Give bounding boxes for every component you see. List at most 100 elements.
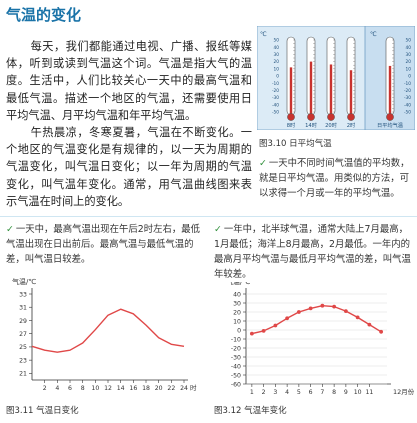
scale-tick-label: 50 xyxy=(406,38,412,44)
scale-tick-label: -20 xyxy=(404,88,411,94)
y-axis-title: 气温/℃ xyxy=(12,277,36,286)
scale-tick-label: 30 xyxy=(274,52,280,58)
x-tick-label: 22 xyxy=(167,385,175,392)
temperature-line xyxy=(31,308,185,353)
thermometer-3: 2时 xyxy=(346,36,356,129)
x-tick-label: 2 xyxy=(262,389,266,396)
x-tick-label: 2 xyxy=(43,385,47,392)
note-daily-range-text: 一天中，最高气温出现在午后2时左右，最低气温出现在日出前后。最高气温与最低气温的… xyxy=(6,224,200,265)
y-tick-label: -60 xyxy=(231,381,241,388)
y-tick-label: 30 xyxy=(233,300,241,307)
paragraph-1: 每天，我们都能通过电视、广播、报纸等媒体，听到或读到气温这个词。气温是指大气的温… xyxy=(6,40,252,122)
thermometer-label: 2时 xyxy=(347,121,356,129)
data-point xyxy=(367,322,372,327)
thermometer-bulb xyxy=(327,113,335,121)
y-tick-label: 0 xyxy=(237,327,241,334)
y-tick-label: -50 xyxy=(231,372,241,379)
data-point xyxy=(285,316,290,321)
y-tick-label: 29 xyxy=(19,318,27,325)
mercury-column xyxy=(349,70,353,116)
figure-310-caption: 图3.10 日平均气温 xyxy=(259,139,332,149)
thermometer-label: 日平均气温 xyxy=(377,121,403,129)
x-tick-label: 4 xyxy=(285,389,289,396)
y-tick-label: 10 xyxy=(233,318,241,325)
scale-tick-label: -20 xyxy=(272,88,279,94)
y-tick-label: -40 xyxy=(231,363,241,370)
bullet-icon: ✓ xyxy=(259,158,267,169)
data-point xyxy=(320,303,325,308)
y-tick-label: 23 xyxy=(19,357,27,364)
x-axis-title: 时 xyxy=(190,383,197,392)
x-tick-label: 4 xyxy=(55,385,59,392)
y-tick-label: 25 xyxy=(19,344,27,351)
scale-tick-label: 10 xyxy=(274,66,280,72)
y-tick-label: 20 xyxy=(233,309,241,316)
y-tick-label: 21 xyxy=(19,371,27,378)
thermometer-2: 20时 xyxy=(325,36,337,129)
x-tick-label: 8 xyxy=(81,385,85,392)
divider xyxy=(0,216,417,217)
scale-tick-label: 40 xyxy=(406,45,412,51)
thermometer-bulb xyxy=(287,113,295,121)
x-tick-label: 20 xyxy=(155,385,163,392)
page-title: 气温的变化 xyxy=(6,6,82,24)
x-tick-label: 10 xyxy=(91,385,99,392)
y-axis-title: 气温/℃ xyxy=(226,282,250,286)
note-daily-range: ✓ 一天中，最高气温出现在午后2时左右，最低气温出现在日出前后。最高气温与最低气温… xyxy=(6,222,204,267)
figure-312-caption: 图3.12 气温年变化 xyxy=(214,406,287,416)
thermometer-label: 20时 xyxy=(325,121,337,129)
thermometer-bulb xyxy=(386,113,394,121)
y-tick-label: -30 xyxy=(231,354,241,361)
x-tick-label: 18 xyxy=(142,385,150,392)
scale-tick-label: 0 xyxy=(408,74,411,80)
scale-tick-label: 30 xyxy=(406,52,412,58)
scale-tick-label: -30 xyxy=(272,95,279,101)
data-point xyxy=(355,315,360,320)
scale-tick-label: 20 xyxy=(274,59,280,65)
scale-tick-label: -50 xyxy=(272,110,279,116)
scale-tick-label: 0 xyxy=(276,74,279,80)
mercury-column xyxy=(388,65,392,116)
note-annual-range: ✓ 一年中，北半球气温，通常大陆上7月最高，1月最低；海洋上8月最高，2月最低。一… xyxy=(214,222,412,282)
y-tick-label: 27 xyxy=(19,331,27,338)
x-tick-label: 6 xyxy=(68,385,72,392)
x-tick-label: 12 xyxy=(104,385,112,392)
x-tick-label: 5 xyxy=(297,389,301,396)
thermometer-label: 8时 xyxy=(287,121,296,129)
data-point xyxy=(332,304,337,309)
paragraph-2: 午热晨凉，冬寒夏暑，气温在不断变化。一个地区的气温变化是有规律的，以一天为周期的… xyxy=(6,126,252,208)
unit-label: ℃ xyxy=(260,31,267,38)
data-point xyxy=(249,331,254,336)
x-tick-label: 6 xyxy=(309,389,313,396)
x-tick-label: 1 xyxy=(250,389,254,396)
y-tick-label: -20 xyxy=(231,345,241,352)
x-tick-label: 24 xyxy=(180,385,188,392)
data-point xyxy=(379,329,384,334)
scale-tick-label: 40 xyxy=(274,45,280,51)
note-annual-range-text: 一年中，北半球气温，通常大陆上7月最高，1月最低；海洋上8月最高，2月最低。一年… xyxy=(214,224,411,280)
thermometer-average: 日平均气温 xyxy=(377,36,403,129)
scale-tick-label: 50 xyxy=(274,38,280,44)
thermometer-bulb xyxy=(347,113,355,121)
scale-tick-label: 10 xyxy=(406,66,412,72)
data-point xyxy=(343,309,348,313)
note-daily-average: ✓ 一天中不同时间气温值的平均数，就是日平均气温。用类似的方法，可以求得一个月或一… xyxy=(259,156,411,201)
x-tick-label: 7 xyxy=(320,389,324,396)
mercury-column xyxy=(329,64,333,116)
scale-tick-label: -10 xyxy=(404,81,411,87)
x-tick-label: 8 xyxy=(332,389,336,396)
y-tick-label: 31 xyxy=(19,305,27,312)
scale-tick-label: 20 xyxy=(406,59,412,65)
mercury-column xyxy=(289,67,293,116)
thermometer-0: 8时 xyxy=(286,36,296,129)
thermometer-label: 14时 xyxy=(305,121,317,129)
scale-tick-label: -50 xyxy=(404,110,411,116)
data-point xyxy=(296,310,301,314)
x-tick-label: 3 xyxy=(273,389,277,396)
scale-tick-label: -40 xyxy=(404,102,411,108)
unit-label: ℃ xyxy=(370,31,377,38)
data-point xyxy=(273,323,278,328)
x-axis-title: 12月份 xyxy=(393,387,415,396)
